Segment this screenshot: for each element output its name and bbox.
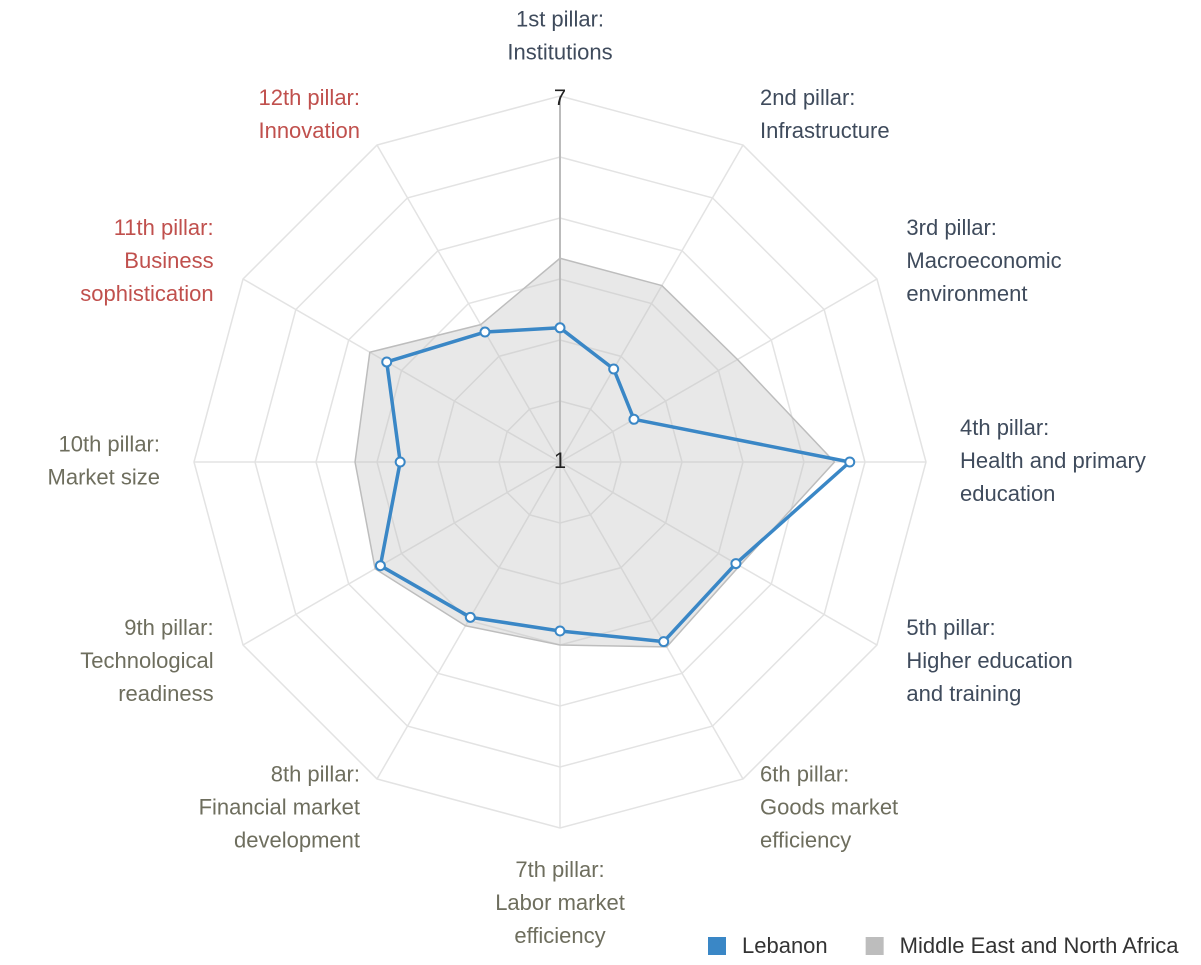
category-label: 3rd pillar: Macroeconomic environment <box>906 215 1061 306</box>
data-point <box>381 356 393 368</box>
data-point <box>479 326 491 338</box>
y-tick-label: 1 <box>554 448 566 473</box>
data-point <box>464 611 476 623</box>
data-point <box>554 625 566 637</box>
data-point <box>394 456 406 468</box>
data-point <box>554 322 566 334</box>
data-point <box>844 456 856 468</box>
category-label: 10th pillar: Market size <box>48 431 160 489</box>
spoke <box>376 144 561 463</box>
category-label: 9th pillar: Technological readiness <box>80 615 213 706</box>
category-label: 1st pillar: Institutions <box>507 6 612 64</box>
category-label: 8th pillar: Financial market development <box>199 761 360 852</box>
spoke <box>559 278 878 463</box>
legend-label: Lebanon <box>742 933 828 958</box>
category-label: 2nd pillar: Infrastructure <box>760 85 890 143</box>
category-label: 4th pillar: Health and primary education <box>960 415 1146 506</box>
category-label: 12th pillar: Innovation <box>258 85 360 143</box>
spoke <box>242 461 561 646</box>
data-point <box>374 560 386 572</box>
data-point <box>730 558 742 570</box>
series-area <box>354 257 836 648</box>
category-label: 6th pillar: Goods market efficiency <box>760 761 898 852</box>
category-label: 7th pillar: Labor market efficiency <box>495 857 625 948</box>
legend-swatch <box>708 937 726 955</box>
data-point <box>628 413 640 425</box>
spoke <box>559 461 878 646</box>
spoke <box>242 278 561 463</box>
spoke <box>559 461 744 780</box>
data-point <box>608 363 620 375</box>
spoke <box>559 144 744 463</box>
category-label: 11th pillar: Business sophistication <box>80 215 213 306</box>
category-label: 5th pillar: Higher education and training <box>906 615 1072 706</box>
y-tick-label: 7 <box>554 85 566 110</box>
legend-swatch <box>865 937 884 955</box>
legend-label: Middle East and North Africa <box>900 933 1180 958</box>
data-point <box>658 636 670 648</box>
